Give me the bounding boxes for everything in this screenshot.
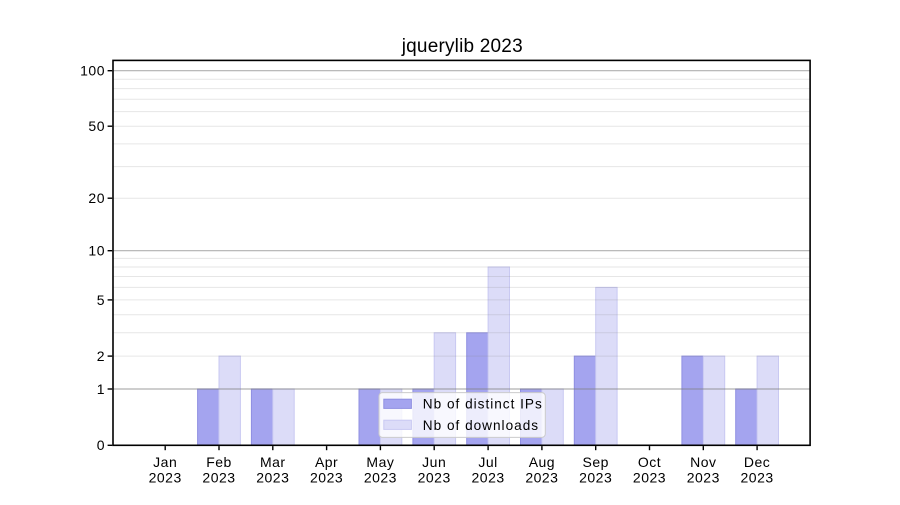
- svg-text:2023: 2023: [418, 469, 451, 485]
- svg-text:Dec: Dec: [744, 454, 770, 470]
- svg-text:Nov: Nov: [690, 454, 716, 470]
- svg-text:Nb of distinct IPs: Nb of distinct IPs: [423, 397, 543, 412]
- svg-text:2023: 2023: [364, 469, 397, 485]
- svg-text:2023: 2023: [579, 469, 612, 485]
- svg-text:Jan: Jan: [153, 454, 177, 470]
- svg-text:Apr: Apr: [315, 454, 338, 470]
- svg-text:10: 10: [88, 243, 105, 259]
- svg-text:100: 100: [80, 63, 105, 79]
- svg-text:5: 5: [97, 292, 105, 308]
- svg-text:50: 50: [88, 118, 105, 134]
- svg-text:2023: 2023: [149, 469, 182, 485]
- svg-text:Feb: Feb: [206, 454, 232, 470]
- svg-text:2023: 2023: [741, 469, 774, 485]
- svg-text:Nb of downloads: Nb of downloads: [423, 418, 539, 433]
- svg-text:May: May: [366, 454, 394, 470]
- svg-text:20: 20: [88, 190, 105, 206]
- svg-text:Sep: Sep: [582, 454, 608, 470]
- svg-text:Jul: Jul: [478, 454, 497, 470]
- svg-text:1: 1: [97, 381, 105, 397]
- svg-text:Aug: Aug: [529, 454, 555, 470]
- svg-text:2: 2: [97, 348, 105, 364]
- svg-text:2023: 2023: [202, 469, 235, 485]
- svg-text:2023: 2023: [472, 469, 505, 485]
- svg-text:0: 0: [97, 437, 105, 453]
- svg-text:jquerylib 2023: jquerylib 2023: [401, 36, 523, 57]
- svg-text:Jun: Jun: [422, 454, 446, 470]
- svg-text:2023: 2023: [256, 469, 289, 485]
- svg-text:2023: 2023: [687, 469, 720, 485]
- svg-text:2023: 2023: [633, 469, 666, 485]
- svg-text:Oct: Oct: [638, 454, 661, 470]
- svg-text:2023: 2023: [525, 469, 558, 485]
- svg-text:2023: 2023: [310, 469, 343, 485]
- svg-text:Mar: Mar: [260, 454, 286, 470]
